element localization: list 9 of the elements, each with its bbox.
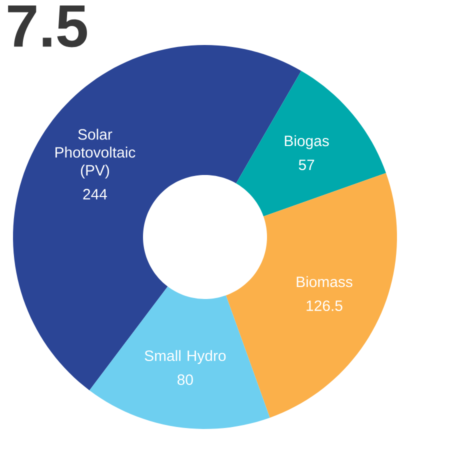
data-label: 80 — [178, 374, 193, 385]
slice-label: Biomass — [296, 276, 352, 288]
slice-label: Solar Photovoltaic (PV) — [55, 128, 136, 179]
data-label: 244 — [83, 188, 108, 200]
slice-label: Biogas — [284, 135, 329, 150]
text: 7.5 — [8, 6, 87, 48]
data-label: 57 — [298, 160, 314, 170]
data-label: 126.5 — [306, 300, 342, 312]
slice-label: Small Hydro — [144, 350, 226, 364]
